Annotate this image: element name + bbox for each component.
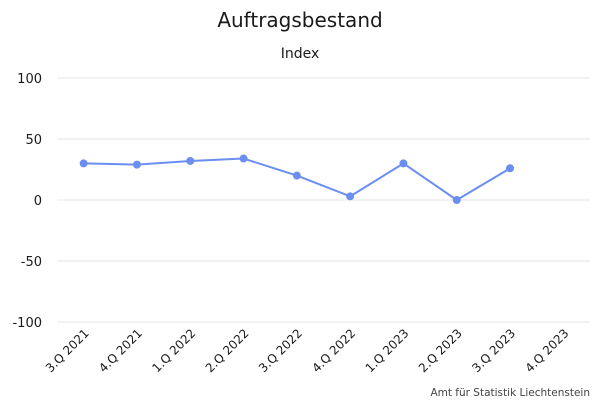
x-tick-label: 4.Q 2021 bbox=[96, 326, 145, 375]
data-point-2-q-2022[interactable] bbox=[239, 154, 248, 163]
source-credit: Amt für Statistik Liechtenstein bbox=[430, 387, 590, 399]
x-tick-label: 3.Q 2021 bbox=[43, 326, 92, 375]
data-point-1-q-2022[interactable] bbox=[186, 156, 195, 165]
x-tick-label: 2.Q 2022 bbox=[203, 326, 252, 375]
x-tick-label: 3.Q 2022 bbox=[256, 326, 305, 375]
series-index bbox=[79, 154, 515, 204]
y-tick-label: 0 bbox=[34, 194, 42, 209]
x-tick-label: 3.Q 2023 bbox=[469, 326, 518, 375]
data-point-1-q-2023[interactable] bbox=[399, 159, 408, 168]
y-tick-label: -100 bbox=[12, 316, 42, 331]
y-tick-label: 100 bbox=[17, 72, 42, 87]
x-tick-label: 1.Q 2023 bbox=[363, 326, 412, 375]
gridlines bbox=[57, 77, 590, 323]
data-point-4-q-2021[interactable] bbox=[132, 160, 141, 169]
y-axis: 100 50 0 -50 -100 bbox=[12, 72, 42, 331]
y-tick-label: -50 bbox=[21, 255, 42, 270]
x-axis: 3.Q 2021 4.Q 2021 1.Q 2022 2.Q 2022 3.Q 2022… bbox=[43, 326, 572, 375]
data-point-3-q-2021[interactable] bbox=[79, 159, 88, 168]
data-point-4-q-2022[interactable] bbox=[346, 192, 355, 201]
x-tick-label: 1.Q 2022 bbox=[149, 326, 198, 375]
x-tick-label: 4.Q 2023 bbox=[523, 326, 572, 375]
data-point-3-q-2023[interactable] bbox=[506, 164, 515, 173]
data-point-2-q-2023[interactable] bbox=[452, 196, 461, 204]
chart-subtitle: Index bbox=[281, 46, 320, 62]
x-tick-label: 4.Q 2022 bbox=[309, 326, 358, 375]
y-tick-label: 50 bbox=[25, 133, 42, 148]
data-point-3-q-2022[interactable] bbox=[292, 171, 301, 180]
chart-title: Auftragsbestand bbox=[217, 8, 382, 32]
x-tick-label: 2.Q 2023 bbox=[416, 326, 465, 375]
